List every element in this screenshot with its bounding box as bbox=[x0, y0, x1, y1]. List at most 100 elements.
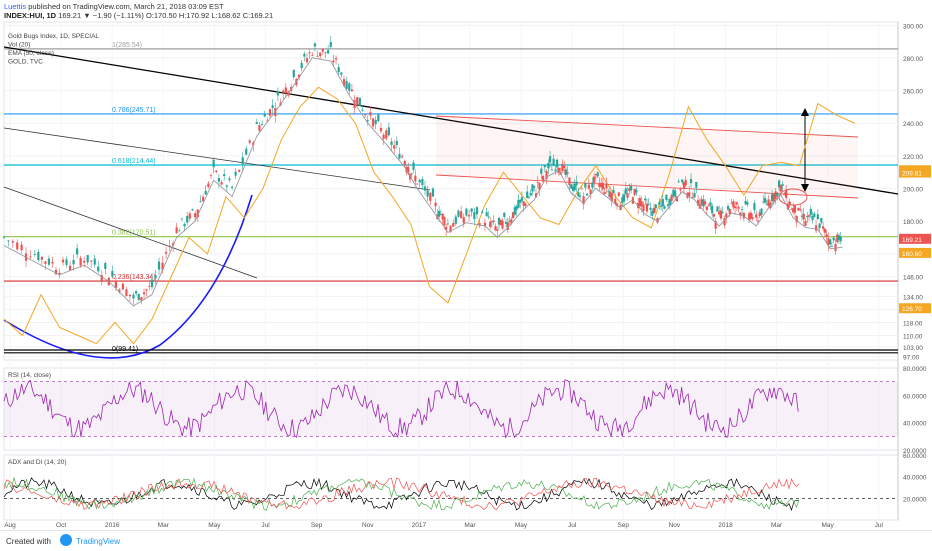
candle-body bbox=[228, 178, 231, 181]
candle-body bbox=[767, 199, 770, 207]
candle-body bbox=[770, 194, 774, 202]
candle-body bbox=[837, 235, 841, 240]
candle-body bbox=[658, 202, 661, 205]
candle-body bbox=[140, 297, 143, 301]
candle-body bbox=[822, 226, 825, 229]
candle-body bbox=[654, 204, 657, 209]
candle-body bbox=[2, 236, 6, 238]
x-tick-label: Nov bbox=[362, 522, 374, 529]
price-label-text: 169.21 bbox=[902, 237, 922, 244]
candle-body bbox=[605, 183, 608, 189]
x-tick-label: 2016 bbox=[105, 522, 120, 529]
candle-body bbox=[337, 67, 340, 73]
candle-body bbox=[758, 212, 761, 217]
candle-body bbox=[610, 193, 613, 202]
candle-body bbox=[403, 160, 406, 166]
candle-body bbox=[799, 209, 802, 211]
candle-body bbox=[188, 213, 191, 219]
candle-body bbox=[260, 124, 264, 125]
candle-body bbox=[556, 159, 559, 168]
candle-body bbox=[104, 262, 107, 270]
candle-body bbox=[834, 243, 837, 251]
target-arrow-down-icon bbox=[801, 184, 809, 192]
candle-body bbox=[689, 179, 693, 184]
candle-body bbox=[300, 62, 303, 69]
candle-body bbox=[345, 81, 348, 89]
price-chart[interactable]: 97.00103.00110.00118.00126.00134.00146.0… bbox=[0, 0, 932, 530]
candle-body bbox=[536, 182, 539, 183]
candle-body bbox=[16, 242, 19, 250]
candle-body bbox=[418, 179, 421, 183]
candle-body bbox=[832, 237, 835, 241]
candle-body bbox=[577, 192, 580, 197]
candle-body bbox=[672, 189, 675, 197]
candle-body bbox=[601, 182, 605, 190]
candle-body bbox=[739, 212, 742, 216]
candle-body bbox=[540, 168, 543, 174]
candle-body bbox=[693, 192, 696, 198]
candle-body bbox=[647, 203, 650, 205]
candle-body bbox=[587, 184, 590, 189]
candle-body bbox=[423, 186, 427, 191]
candle-body bbox=[68, 265, 72, 271]
candle-body bbox=[135, 291, 138, 294]
candle-body bbox=[327, 50, 330, 54]
candle-body bbox=[800, 215, 804, 217]
candle-body bbox=[199, 201, 202, 202]
candle-body bbox=[679, 189, 682, 191]
candle-body bbox=[751, 217, 754, 219]
candle-body bbox=[661, 198, 664, 207]
footer-brand[interactable]: TradingView bbox=[76, 537, 121, 546]
fib-level-label: 1(285.54) bbox=[112, 42, 142, 49]
symbol-line: INDEX:HUI, 1D bbox=[4, 11, 57, 20]
candle-body bbox=[725, 213, 728, 218]
candle-body bbox=[704, 201, 707, 205]
candle-body bbox=[667, 204, 670, 207]
candle-body bbox=[806, 215, 809, 218]
candle-body bbox=[492, 220, 495, 223]
candle-body bbox=[223, 174, 226, 177]
channel-upper-line bbox=[435, 115, 859, 138]
author-link[interactable]: Luettis bbox=[4, 2, 27, 11]
candle-body bbox=[598, 183, 601, 187]
rsi-tick-label: 40.0000 bbox=[903, 421, 927, 428]
candle-body bbox=[600, 182, 603, 188]
candle-body bbox=[749, 212, 753, 219]
candle-body bbox=[258, 125, 261, 131]
candle-body bbox=[765, 203, 768, 205]
candle-body bbox=[268, 109, 272, 116]
candle-body bbox=[61, 259, 65, 263]
target-arrow-up-icon bbox=[801, 108, 809, 116]
candle-body bbox=[709, 202, 712, 206]
candle-body bbox=[735, 202, 738, 205]
ohlc-readout: 169.21 ▼ −1.90 (−1.11%) O:170.50 H:170.9… bbox=[58, 11, 274, 20]
fib-level-label: 0.786(245.71) bbox=[112, 107, 156, 114]
candle-body bbox=[178, 230, 181, 232]
candle-body bbox=[412, 162, 415, 170]
candle-body bbox=[550, 169, 553, 171]
candle-body bbox=[276, 91, 280, 96]
candle-body bbox=[97, 266, 100, 272]
candle-body bbox=[593, 176, 596, 183]
candle-body bbox=[748, 213, 751, 220]
candle-body bbox=[566, 172, 569, 174]
candle-body bbox=[111, 271, 114, 277]
candle-body bbox=[366, 120, 369, 122]
candle-body bbox=[506, 222, 509, 230]
candle-body bbox=[744, 200, 747, 205]
candle-body bbox=[316, 55, 319, 57]
candle-body bbox=[118, 289, 121, 293]
candle-body bbox=[168, 245, 171, 247]
candle-body bbox=[20, 244, 23, 251]
price-tick-label: 260.00 bbox=[903, 89, 923, 96]
candle-body bbox=[541, 176, 545, 181]
candle-body bbox=[603, 192, 606, 195]
candle-body bbox=[369, 112, 372, 116]
candle-body bbox=[570, 184, 573, 189]
chart-header: Luettis published on TradingView.com, Ma… bbox=[4, 2, 273, 20]
price-label-box bbox=[899, 247, 931, 258]
candle-body bbox=[622, 194, 626, 202]
candle-body bbox=[753, 203, 756, 211]
gold-line bbox=[3, 86, 856, 345]
rsi-tick-label: 60.0000 bbox=[903, 393, 927, 400]
